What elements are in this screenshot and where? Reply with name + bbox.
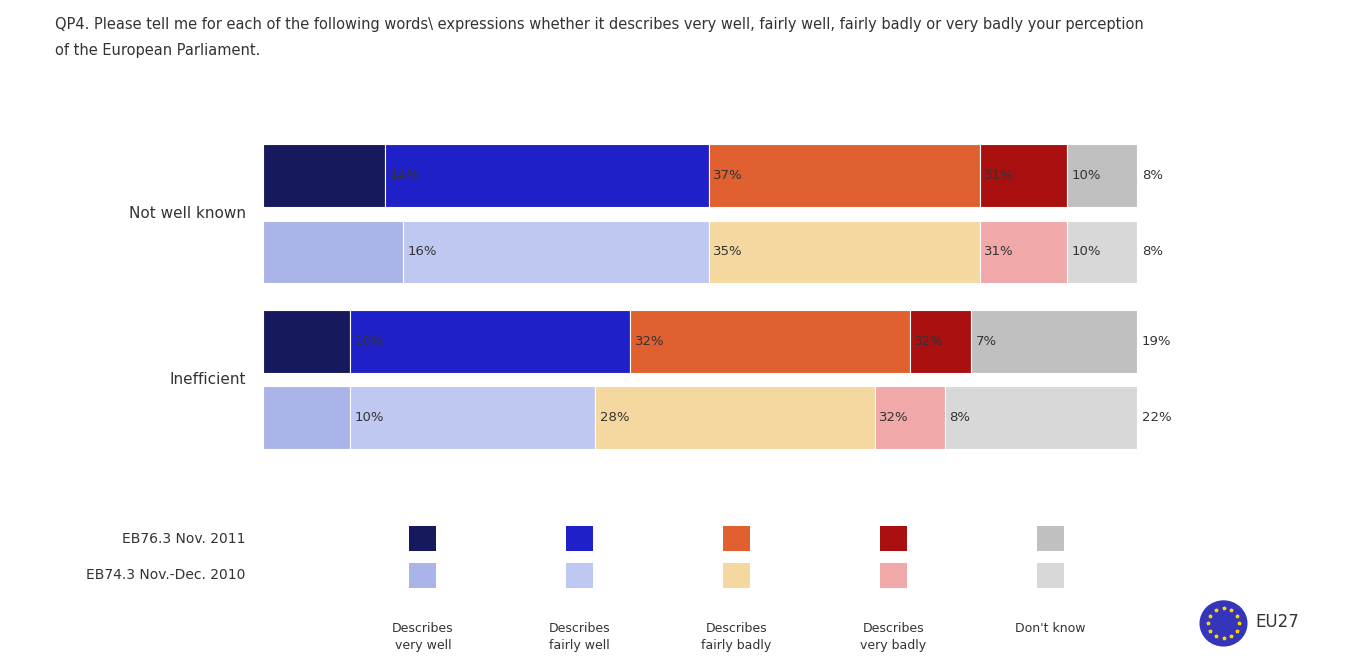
Text: Inefficient: Inefficient: [169, 372, 246, 387]
Text: 31%: 31%: [985, 169, 1013, 182]
Text: 32%: 32%: [914, 335, 944, 348]
Bar: [910, 311, 971, 372]
Text: 16%: 16%: [408, 245, 436, 258]
Bar: [386, 144, 709, 207]
Text: Not well known: Not well known: [128, 206, 246, 221]
Text: 19%: 19%: [1142, 335, 1172, 348]
Text: 31%: 31%: [985, 245, 1013, 258]
Bar: [945, 386, 1138, 449]
Bar: [263, 386, 351, 449]
Text: 8%: 8%: [1142, 169, 1162, 182]
Text: Describes
fairly badly: Describes fairly badly: [701, 622, 772, 652]
Bar: [979, 144, 1068, 207]
Text: EB76.3 Nov. 2011: EB76.3 Nov. 2011: [121, 531, 246, 546]
Text: 32%: 32%: [880, 411, 908, 424]
Bar: [979, 221, 1068, 283]
Text: QP4. Please tell me for each of the following words\ expressions whether it desc: QP4. Please tell me for each of the foll…: [55, 17, 1143, 32]
Text: of the European Parliament.: of the European Parliament.: [55, 43, 261, 59]
Text: EU27: EU27: [1255, 612, 1299, 631]
Bar: [402, 221, 709, 283]
Bar: [971, 311, 1138, 372]
Bar: [351, 311, 630, 372]
Text: EB74.3 Nov.-Dec. 2010: EB74.3 Nov.-Dec. 2010: [86, 568, 246, 583]
Text: Don't know: Don't know: [1015, 622, 1086, 635]
Bar: [263, 311, 351, 372]
Bar: [630, 311, 910, 372]
Bar: [709, 144, 979, 207]
Text: 10%: 10%: [1072, 169, 1101, 182]
Text: Describes
fairly well: Describes fairly well: [548, 622, 611, 652]
Text: 7%: 7%: [975, 335, 997, 348]
Text: 14%: 14%: [390, 169, 419, 182]
Text: Describes
very badly: Describes very badly: [861, 622, 926, 652]
Bar: [1068, 221, 1138, 283]
Bar: [351, 386, 595, 449]
Bar: [1068, 144, 1138, 207]
Text: 35%: 35%: [713, 245, 743, 258]
Bar: [263, 144, 386, 207]
Bar: [709, 221, 979, 283]
Text: 10%: 10%: [1072, 245, 1101, 258]
Text: 22%: 22%: [1142, 411, 1172, 424]
Text: 37%: 37%: [713, 169, 743, 182]
Bar: [263, 221, 402, 283]
Bar: [595, 386, 876, 449]
Text: 10%: 10%: [355, 411, 385, 424]
Text: 10%: 10%: [355, 335, 385, 348]
Text: 8%: 8%: [949, 411, 970, 424]
Text: 32%: 32%: [634, 335, 664, 348]
Bar: [876, 386, 945, 449]
Circle shape: [1200, 601, 1247, 646]
Text: Describes
very well: Describes very well: [391, 622, 454, 652]
Text: 28%: 28%: [600, 411, 629, 424]
Text: 8%: 8%: [1142, 245, 1162, 258]
